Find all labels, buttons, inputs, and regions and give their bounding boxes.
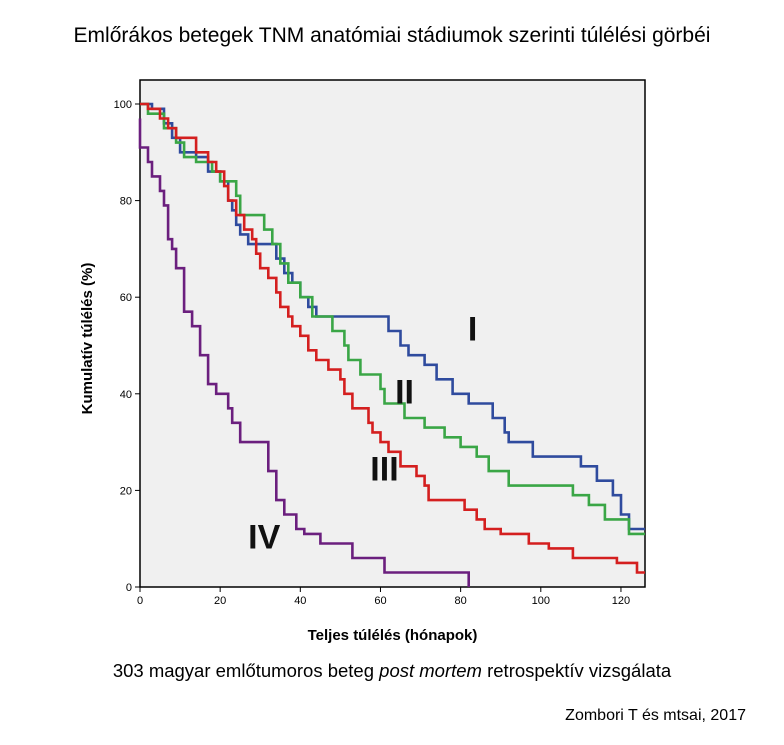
x-tick-label: 20 — [214, 595, 226, 607]
series-line-iii — [140, 102, 645, 574]
subtitle-text-after: retrospektív vizsgálata — [481, 660, 672, 681]
series-line-iv — [138, 118, 470, 587]
x-tick-label: 0 — [137, 595, 143, 607]
y-tick-label: 0 — [126, 582, 132, 594]
citation-credit: Zombori T és mtsai, 2017 — [565, 707, 746, 724]
x-tick-label: 100 — [532, 595, 550, 607]
y-axis-title: Kumulatív túlélés (%) — [79, 263, 96, 415]
y-tick-label: 20 — [120, 485, 132, 497]
chart-title: Emlőrákos betegek TNM anatómiai stádiumo… — [73, 24, 711, 47]
chart-subtitle: 303 magyar emlőtumoros beteg post mortem… — [0, 660, 784, 682]
y-tick-label: 80 — [120, 196, 132, 208]
plot-area — [139, 79, 646, 588]
subtitle-emphasis: post mortem — [379, 660, 482, 681]
x-tick-label: 40 — [294, 595, 306, 607]
x-tick-label: 60 — [374, 595, 386, 607]
y-tick-label: 100 — [114, 99, 132, 111]
y-tick-label: 40 — [120, 389, 132, 401]
series-label-i: I — [468, 311, 477, 349]
y-tick-label: 60 — [120, 292, 132, 304]
x-tick-label: 80 — [455, 595, 467, 607]
subtitle-text-before: 303 magyar emlőtumoros beteg — [112, 660, 380, 681]
x-axis-title: Teljes túlélés (hónapok) — [308, 627, 478, 644]
series-label-ii: II — [395, 373, 414, 411]
x-tick-label: 120 — [612, 595, 630, 607]
series-label-iii: III — [370, 451, 398, 489]
series-label-iv: IV — [248, 518, 280, 556]
